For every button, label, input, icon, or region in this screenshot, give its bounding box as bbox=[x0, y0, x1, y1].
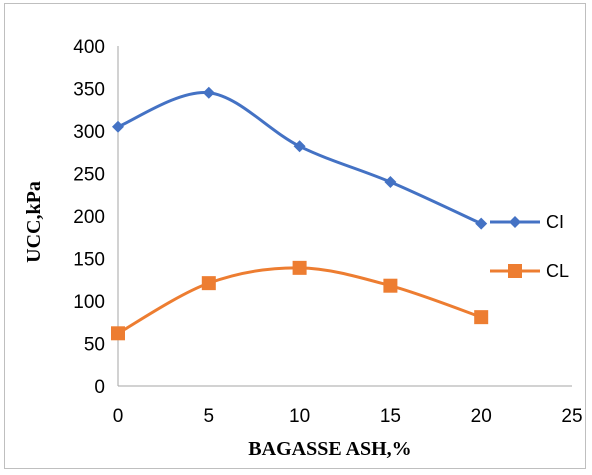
data-point bbox=[384, 176, 397, 188]
x-tick-labels: 0 5 10 15 20 25 bbox=[113, 406, 583, 427]
series-cl bbox=[111, 260, 489, 341]
y-tick-label: 200 bbox=[73, 207, 105, 228]
y-tick-label: 300 bbox=[73, 122, 105, 143]
data-point bbox=[292, 260, 307, 275]
legend-marker bbox=[509, 216, 521, 228]
x-tick-label: 5 bbox=[204, 406, 215, 427]
data-point bbox=[202, 86, 215, 99]
data-point bbox=[111, 326, 125, 341]
y-tick-label: 250 bbox=[73, 165, 105, 186]
chart-frame bbox=[4, 3, 586, 469]
y-tick-label: 150 bbox=[73, 250, 105, 271]
y-axis-title: UCC,kPa bbox=[23, 181, 45, 263]
legend-marker bbox=[508, 264, 522, 278]
x-tick-label: 10 bbox=[289, 406, 310, 427]
y-tick-label: 400 bbox=[73, 37, 105, 58]
series-ci bbox=[112, 86, 488, 230]
data-point bbox=[474, 310, 489, 325]
data-point bbox=[201, 276, 216, 291]
x-tick-label: 20 bbox=[471, 406, 492, 427]
legend-item: CL bbox=[490, 261, 569, 281]
y-tick-label: 350 bbox=[73, 80, 105, 101]
y-tick-label: 100 bbox=[73, 292, 105, 313]
x-axis-title: BAGASSE ASH,% bbox=[248, 438, 411, 460]
legend: CI CL bbox=[490, 212, 569, 281]
x-tick-label: 15 bbox=[380, 406, 401, 427]
y-tick-label: 0 bbox=[94, 377, 105, 398]
data-point bbox=[475, 217, 488, 230]
x-tick-label: 0 bbox=[113, 406, 124, 427]
data-point bbox=[383, 278, 398, 293]
data-point bbox=[293, 140, 306, 153]
x-tick-label: 25 bbox=[561, 406, 582, 427]
legend-label: CI bbox=[546, 212, 564, 232]
legend-label: CL bbox=[546, 261, 569, 281]
y-tick-label: 50 bbox=[84, 335, 105, 356]
legend-item: CI bbox=[490, 212, 564, 232]
series-line bbox=[117, 266, 482, 335]
series-layer bbox=[111, 86, 489, 341]
data-point bbox=[112, 120, 124, 133]
y-tick-labels: 0 50 100 150 200 250 300 350 400 bbox=[73, 37, 105, 398]
series-line bbox=[117, 91, 482, 226]
